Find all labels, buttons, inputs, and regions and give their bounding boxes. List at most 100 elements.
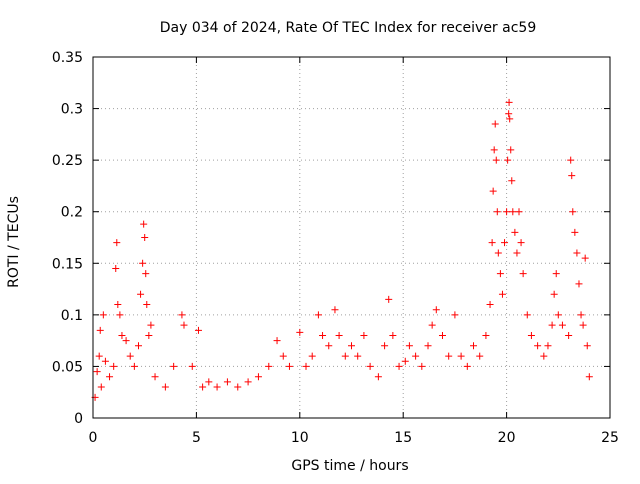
- data-point: [143, 301, 151, 309]
- data-point: [412, 352, 420, 360]
- data-point: [354, 352, 362, 360]
- data-point: [139, 259, 147, 267]
- data-point: [575, 280, 583, 288]
- data-point: [296, 328, 304, 336]
- y-tick-label: 0.05: [52, 359, 83, 375]
- data-point: [130, 362, 138, 370]
- data-point: [147, 321, 155, 329]
- data-point: [161, 383, 169, 391]
- data-point: [178, 311, 186, 319]
- data-point: [498, 290, 506, 298]
- data-point: [385, 295, 393, 303]
- data-point: [401, 357, 409, 365]
- data-point: [544, 342, 552, 350]
- data-point: [223, 378, 231, 386]
- data-point: [550, 290, 558, 298]
- x-tick-label: 5: [192, 430, 201, 446]
- axis-ticks: 0 5 10 15 20 25 0 0.05 0.1 0.15 0.2 0.25 0.3 0.35: [52, 50, 619, 446]
- data-point: [285, 362, 293, 370]
- data-point: [476, 352, 484, 360]
- data-point: [95, 352, 103, 360]
- chart-title: Day 034 of 2024, Rate Of TEC Index for r…: [160, 20, 536, 36]
- x-tick-label: 10: [291, 430, 309, 446]
- data-point: [97, 383, 105, 391]
- data-point: [463, 362, 471, 370]
- x-tick-label: 25: [601, 430, 619, 446]
- data-point: [451, 311, 459, 319]
- y-tick-label: 0.3: [61, 102, 83, 118]
- data-point: [508, 177, 516, 185]
- data-point: [126, 352, 134, 360]
- data-point: [319, 331, 327, 339]
- data-point: [519, 270, 527, 278]
- data-point: [482, 331, 490, 339]
- data-point: [517, 239, 525, 247]
- data-point: [308, 352, 316, 360]
- data-point: [577, 311, 585, 319]
- data-point: [348, 342, 355, 350]
- data-point: [486, 301, 494, 309]
- data-point: [213, 383, 221, 391]
- grid-lines: [93, 57, 610, 418]
- data-point: [470, 342, 478, 350]
- data-point: [106, 373, 114, 381]
- y-tick-label: 0: [74, 411, 83, 427]
- data-point: [493, 208, 501, 216]
- data-point: [331, 306, 339, 314]
- y-tick-label: 0.35: [52, 50, 83, 66]
- data-point: [494, 249, 502, 257]
- y-tick-label: 0.1: [61, 308, 83, 324]
- plot-frame: [92, 56, 611, 419]
- data-point: [548, 321, 556, 329]
- data-point: [428, 321, 436, 329]
- data-point: [279, 352, 287, 360]
- data-point: [496, 270, 504, 278]
- data-point: [151, 373, 159, 381]
- y-tick-label: 0.25: [52, 153, 83, 169]
- data-point: [583, 342, 591, 350]
- data-point: [134, 342, 142, 350]
- data-point: [194, 326, 202, 334]
- data-point: [374, 373, 382, 381]
- y-axis-label: ROTI / TECUs: [6, 196, 22, 288]
- data-point: [170, 362, 178, 370]
- data-point: [534, 342, 542, 350]
- data-point: [579, 321, 587, 329]
- data-point: [112, 264, 120, 272]
- data-point: [432, 306, 440, 314]
- data-point: [573, 249, 581, 257]
- data-point: [501, 239, 509, 247]
- data-point: [515, 208, 523, 216]
- data-point: [188, 362, 196, 370]
- data-point: [389, 331, 397, 339]
- data-point: [552, 270, 560, 278]
- data-point: [395, 362, 403, 370]
- y-tick-label: 0.15: [52, 256, 83, 272]
- x-tick-label: 15: [394, 430, 412, 446]
- data-point: [381, 342, 389, 350]
- data-point: [503, 208, 511, 216]
- data-point: [116, 311, 124, 319]
- y-tick-label: 0.2: [61, 205, 83, 221]
- data-point: [405, 342, 413, 350]
- data-point: [489, 187, 497, 195]
- data-point: [366, 362, 374, 370]
- data-point: [506, 115, 514, 123]
- data-point: [490, 146, 498, 154]
- data-point: [554, 311, 562, 319]
- data-point: [341, 352, 349, 360]
- data-point: [99, 311, 107, 319]
- data-point: [234, 383, 242, 391]
- data-point: [113, 239, 121, 247]
- data-point: [122, 337, 130, 345]
- x-tick-label: 0: [89, 430, 98, 446]
- data-point: [180, 321, 188, 329]
- data-point: [273, 337, 281, 345]
- data-point: [335, 331, 343, 339]
- data-point: [492, 156, 500, 164]
- data-point: [244, 378, 252, 386]
- data-point: [137, 290, 145, 298]
- data-points: [91, 98, 593, 401]
